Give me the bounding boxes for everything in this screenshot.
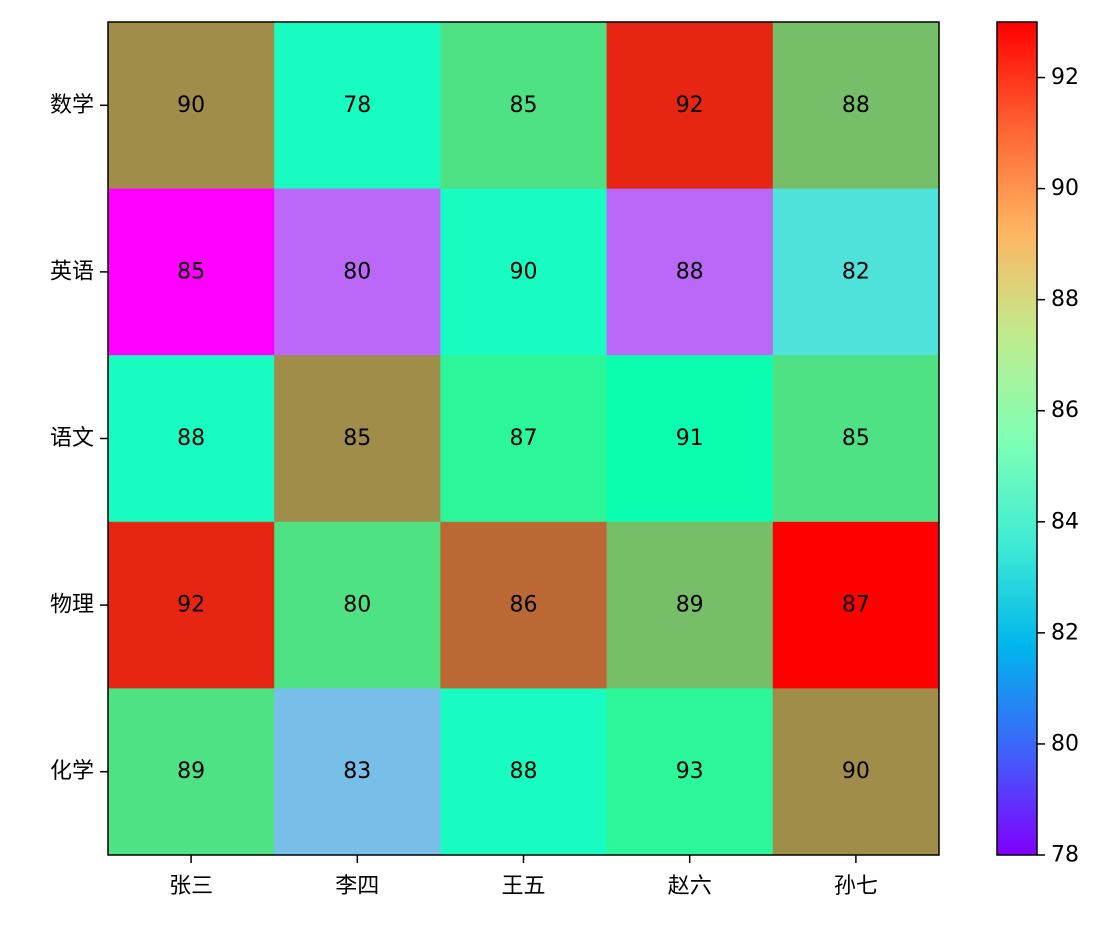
heatmap-cell xyxy=(108,22,275,190)
cell-value-label: 85 xyxy=(343,426,371,451)
heatmap-cell xyxy=(440,355,608,523)
cell-value-label: 93 xyxy=(676,759,704,784)
heatmap-cell xyxy=(606,355,774,523)
cell-value-label: 89 xyxy=(676,593,704,618)
cell-value-label: 91 xyxy=(676,426,704,451)
heatmap-cell xyxy=(772,688,940,856)
cell-value-label: 87 xyxy=(842,593,870,618)
x-tick-label: 王五 xyxy=(501,874,545,899)
heatmap-cell xyxy=(440,688,608,856)
x-tick-label: 李四 xyxy=(335,874,379,899)
x-tick-label: 张三 xyxy=(169,874,213,899)
cell-value-label: 92 xyxy=(676,93,704,118)
y-tick-label: 英语 xyxy=(50,259,94,284)
colorbar: 78 80 82 84 86 88 90 92 xyxy=(996,21,1079,868)
heatmap-cell xyxy=(108,521,275,689)
cell-value-label: 88 xyxy=(510,759,538,784)
heatmap-cell xyxy=(440,188,608,356)
x-tick-label: 孙七 xyxy=(834,874,878,899)
heatmap-cell-labels: 90 78 85 92 88 85 80 90 88 82 88 85 87 91 85 92 80 86 89 87… xyxy=(177,93,870,784)
heatmap-cell xyxy=(274,521,441,689)
cell-value-label: 90 xyxy=(177,93,205,118)
heatmap-cell xyxy=(772,521,940,689)
heatmap-cells xyxy=(108,22,940,856)
cell-value-label: 88 xyxy=(676,259,704,284)
heatmap-cell xyxy=(772,22,940,190)
y-tick-label: 物理 xyxy=(50,593,94,618)
colorbar-tick-label: 84 xyxy=(1051,509,1079,534)
colorbar-tick-label: 78 xyxy=(1051,843,1079,868)
heatmap-cell xyxy=(606,188,774,356)
cell-value-label: 88 xyxy=(842,93,870,118)
heatmap-cell xyxy=(274,355,441,523)
cell-value-label: 85 xyxy=(510,93,538,118)
colorbar-ticks: 78 80 82 84 86 88 90 92 xyxy=(1037,65,1079,868)
colorbar-tick-label: 86 xyxy=(1051,398,1079,423)
heatmap-cell xyxy=(606,521,774,689)
heatmap-cell xyxy=(606,688,774,856)
heatmap-cell xyxy=(108,688,275,856)
colorbar-tick-label: 80 xyxy=(1051,731,1079,756)
cell-value-label: 90 xyxy=(842,759,870,784)
heatmap-cell xyxy=(772,188,940,356)
cell-value-label: 85 xyxy=(177,259,205,284)
colorbar-tick-label: 92 xyxy=(1051,65,1079,90)
cell-value-label: 83 xyxy=(343,759,371,784)
y-tick-label: 数学 xyxy=(50,93,94,118)
heatmap-cell xyxy=(108,188,275,356)
heatmap-cell xyxy=(606,22,774,190)
cell-value-label: 88 xyxy=(177,426,205,451)
colorbar-frame xyxy=(996,21,1038,856)
cell-value-label: 80 xyxy=(343,259,371,284)
cell-value-label: 82 xyxy=(842,259,870,284)
cell-value-label: 80 xyxy=(343,593,371,618)
heatmap-cell xyxy=(108,355,275,523)
heatmap-cell xyxy=(274,22,441,190)
heatmap-cell xyxy=(274,188,441,356)
colorbar-gradient xyxy=(997,22,1037,855)
x-axis: 张三 李四 王五 赵六 孙七 xyxy=(169,855,878,899)
cell-value-label: 89 xyxy=(177,759,205,784)
cell-value-label: 86 xyxy=(510,593,538,618)
heatmap-cell xyxy=(274,688,441,856)
colorbar-tick-label: 82 xyxy=(1051,620,1079,645)
cell-value-label: 87 xyxy=(510,426,538,451)
x-tick-label: 赵六 xyxy=(668,874,712,899)
heatmap-cell xyxy=(440,22,608,190)
colorbar-tick-label: 88 xyxy=(1051,287,1079,312)
heatmap-cell xyxy=(772,355,940,523)
heatmap-cell xyxy=(440,521,608,689)
cell-value-label: 78 xyxy=(343,93,371,118)
y-tick-label: 化学 xyxy=(50,759,94,784)
colorbar-tick-label: 90 xyxy=(1051,176,1079,201)
cell-value-label: 92 xyxy=(177,593,205,618)
cell-value-label: 90 xyxy=(510,259,538,284)
y-tick-label: 语文 xyxy=(50,426,94,451)
cell-value-label: 85 xyxy=(842,426,870,451)
